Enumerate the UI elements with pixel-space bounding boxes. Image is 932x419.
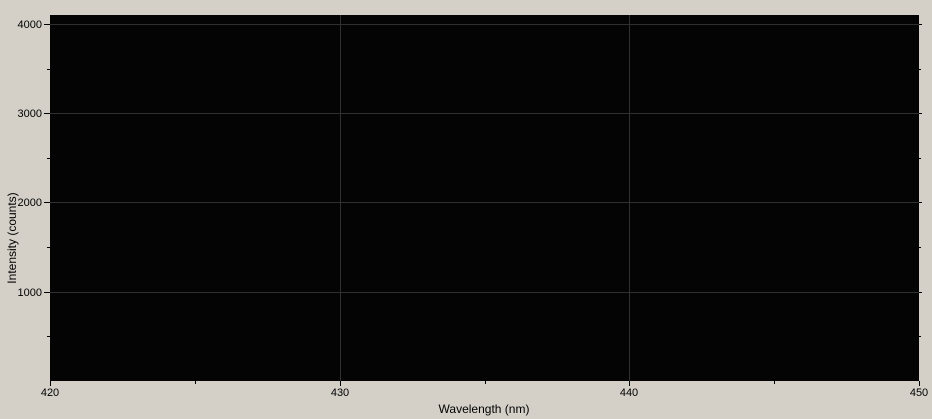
x-tick-label: 440 <box>619 387 639 399</box>
y-minor-tick-left <box>47 247 50 248</box>
x-minor-tick <box>485 381 486 384</box>
y-tick-label: 2000 <box>17 197 42 209</box>
y-major-tick-left <box>44 113 50 114</box>
y-tick-label: 1000 <box>17 287 42 299</box>
gridline-x-440 <box>629 15 630 381</box>
gridline-y-1000 <box>50 292 919 293</box>
y-major-tick-right <box>919 292 922 293</box>
y-major-tick-left <box>44 202 50 203</box>
x-major-tick <box>340 381 341 386</box>
y-minor-tick-right <box>919 336 921 337</box>
gridline-y-3000 <box>50 113 919 114</box>
x-tick-label: 450 <box>909 387 929 399</box>
x-major-tick <box>919 381 920 386</box>
y-tick-label: 4000 <box>17 19 42 31</box>
y-major-tick-right <box>919 24 922 25</box>
y-minor-tick-right <box>919 158 921 159</box>
y-minor-tick-left <box>47 158 50 159</box>
gridline-y-4000 <box>50 24 919 25</box>
y-minor-tick-right <box>919 247 921 248</box>
gridline-y-2000 <box>50 202 919 203</box>
y-tick-label: 3000 <box>17 108 42 120</box>
x-major-tick <box>50 381 51 386</box>
x-axis-title: Wavelength (nm) <box>438 402 530 416</box>
y-minor-tick-left <box>47 69 50 70</box>
x-tick-label: 430 <box>330 387 350 399</box>
y-major-tick-left <box>44 24 50 25</box>
plot-area <box>50 15 919 381</box>
x-tick-label: 420 <box>40 387 60 399</box>
y-major-tick-right <box>919 202 922 203</box>
y-minor-tick-left <box>47 336 50 337</box>
x-minor-tick <box>195 381 196 384</box>
y-major-tick-left <box>44 292 50 293</box>
x-major-tick <box>629 381 630 386</box>
y-major-tick-right <box>919 113 922 114</box>
gridline-x-430 <box>340 15 341 381</box>
x-minor-tick <box>774 381 775 384</box>
y-minor-tick-right <box>919 69 921 70</box>
